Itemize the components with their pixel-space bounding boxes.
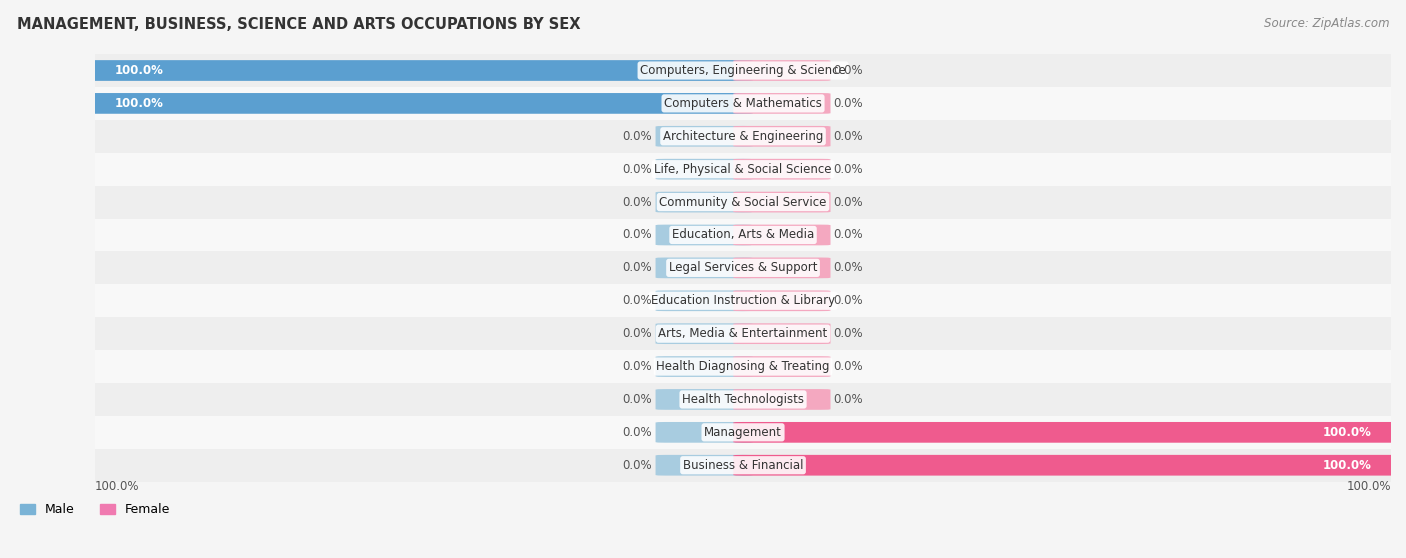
Text: Business & Financial: Business & Financial [683, 459, 803, 472]
Text: 0.0%: 0.0% [834, 294, 863, 307]
FancyBboxPatch shape [734, 290, 831, 311]
FancyBboxPatch shape [655, 422, 752, 442]
Text: Computers & Mathematics: Computers & Mathematics [664, 97, 823, 110]
Text: 0.0%: 0.0% [834, 327, 863, 340]
FancyBboxPatch shape [655, 323, 752, 344]
Text: 100.0%: 100.0% [1323, 459, 1372, 472]
Text: Architecture & Engineering: Architecture & Engineering [662, 130, 824, 143]
FancyBboxPatch shape [734, 159, 831, 180]
Bar [96, 252, 1391, 285]
Text: 100.0%: 100.0% [1323, 426, 1372, 439]
Bar [96, 219, 1391, 252]
Text: Management: Management [704, 426, 782, 439]
FancyBboxPatch shape [655, 356, 752, 377]
Bar [96, 87, 1391, 120]
Bar [96, 449, 1391, 482]
Text: 0.0%: 0.0% [623, 228, 652, 242]
FancyBboxPatch shape [655, 126, 752, 147]
FancyBboxPatch shape [734, 455, 1400, 475]
Text: Education, Arts & Media: Education, Arts & Media [672, 228, 814, 242]
FancyBboxPatch shape [655, 159, 752, 180]
Bar [96, 120, 1391, 153]
FancyBboxPatch shape [655, 290, 752, 311]
FancyBboxPatch shape [734, 356, 831, 377]
Bar [96, 285, 1391, 317]
Bar [96, 54, 1391, 87]
Text: Arts, Media & Entertainment: Arts, Media & Entertainment [658, 327, 828, 340]
FancyBboxPatch shape [734, 126, 831, 147]
Text: 0.0%: 0.0% [623, 130, 652, 143]
FancyBboxPatch shape [734, 422, 1400, 442]
Text: 0.0%: 0.0% [623, 426, 652, 439]
Text: 100.0%: 100.0% [96, 480, 139, 493]
FancyBboxPatch shape [655, 225, 752, 246]
Text: 0.0%: 0.0% [834, 130, 863, 143]
Text: 0.0%: 0.0% [623, 459, 652, 472]
FancyBboxPatch shape [734, 93, 831, 114]
Text: 0.0%: 0.0% [834, 360, 863, 373]
Bar [96, 416, 1391, 449]
Text: 0.0%: 0.0% [834, 261, 863, 275]
Text: Education Instruction & Library: Education Instruction & Library [651, 294, 835, 307]
Text: 0.0%: 0.0% [623, 360, 652, 373]
FancyBboxPatch shape [734, 60, 831, 81]
Text: 0.0%: 0.0% [623, 163, 652, 176]
Text: 0.0%: 0.0% [623, 327, 652, 340]
Text: 100.0%: 100.0% [1347, 480, 1391, 493]
Bar [96, 350, 1391, 383]
Text: Health Technologists: Health Technologists [682, 393, 804, 406]
Bar [96, 317, 1391, 350]
Text: 0.0%: 0.0% [623, 261, 652, 275]
Text: 0.0%: 0.0% [834, 228, 863, 242]
Text: Community & Social Service: Community & Social Service [659, 196, 827, 209]
FancyBboxPatch shape [655, 389, 752, 410]
Text: 0.0%: 0.0% [834, 393, 863, 406]
Text: Legal Services & Support: Legal Services & Support [669, 261, 817, 275]
Text: Health Diagnosing & Treating: Health Diagnosing & Treating [657, 360, 830, 373]
Bar [96, 383, 1391, 416]
Text: MANAGEMENT, BUSINESS, SCIENCE AND ARTS OCCUPATIONS BY SEX: MANAGEMENT, BUSINESS, SCIENCE AND ARTS O… [17, 17, 581, 32]
FancyBboxPatch shape [734, 225, 831, 246]
FancyBboxPatch shape [734, 192, 831, 213]
FancyBboxPatch shape [655, 455, 752, 475]
Text: 0.0%: 0.0% [623, 393, 652, 406]
FancyBboxPatch shape [734, 389, 831, 410]
FancyBboxPatch shape [655, 192, 752, 213]
FancyBboxPatch shape [655, 257, 752, 278]
Text: 100.0%: 100.0% [114, 64, 163, 77]
Bar [96, 186, 1391, 219]
Legend: Male, Female: Male, Female [15, 498, 176, 521]
Text: Life, Physical & Social Science: Life, Physical & Social Science [654, 163, 832, 176]
Text: Computers, Engineering & Science: Computers, Engineering & Science [640, 64, 846, 77]
Bar [96, 153, 1391, 186]
FancyBboxPatch shape [86, 93, 752, 114]
Text: 0.0%: 0.0% [623, 294, 652, 307]
Text: 100.0%: 100.0% [114, 97, 163, 110]
Text: 0.0%: 0.0% [834, 196, 863, 209]
Text: 0.0%: 0.0% [834, 97, 863, 110]
Text: 0.0%: 0.0% [834, 163, 863, 176]
FancyBboxPatch shape [86, 60, 752, 81]
Text: 0.0%: 0.0% [834, 64, 863, 77]
FancyBboxPatch shape [734, 257, 831, 278]
Text: Source: ZipAtlas.com: Source: ZipAtlas.com [1264, 17, 1389, 30]
Text: 0.0%: 0.0% [623, 196, 652, 209]
FancyBboxPatch shape [734, 323, 831, 344]
